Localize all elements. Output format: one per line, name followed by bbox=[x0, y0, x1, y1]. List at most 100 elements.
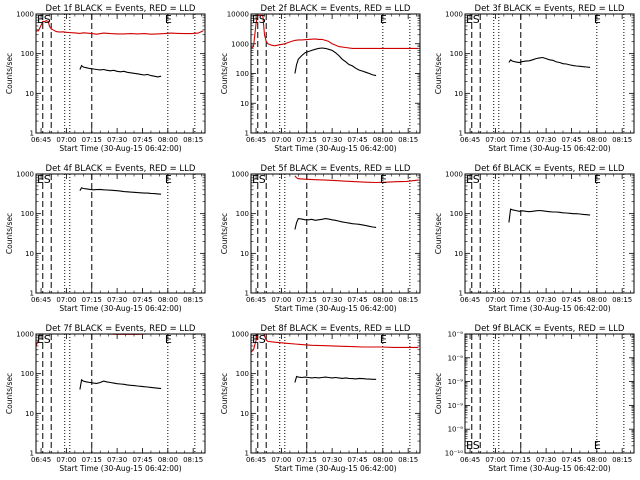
y-tick-label: 100 bbox=[236, 70, 249, 78]
x-axis-label: Start Time (30-Aug-15 06:42:00) bbox=[488, 304, 610, 313]
marker-s: S bbox=[473, 173, 480, 186]
series-red-line bbox=[294, 175, 419, 184]
y-tick-label: 1 bbox=[245, 450, 249, 458]
y-tick-label: 10 bbox=[25, 90, 34, 98]
panel-title: Det 7f BLACK = Events, RED = LLD bbox=[46, 324, 196, 334]
marker-e-start: E bbox=[37, 13, 44, 26]
series-group bbox=[508, 56, 591, 68]
y-tick-label: 1000 bbox=[445, 11, 463, 19]
series-red-line bbox=[251, 334, 419, 353]
series-red-line bbox=[251, 14, 419, 49]
y-tick-label: 100 bbox=[450, 210, 463, 218]
x-tick-label: 08:00 bbox=[158, 296, 178, 304]
y-axis-label: Counts/sec bbox=[220, 373, 229, 414]
plot-frame bbox=[464, 13, 635, 134]
plot-frame bbox=[250, 333, 421, 454]
x-tick-label: 06:45 bbox=[31, 296, 51, 304]
x-tick-label: 07:45 bbox=[132, 136, 152, 144]
x-axis-label: Start Time (30-Aug-15 06:42:00) bbox=[274, 304, 396, 313]
detector-panel-6: Det 6f BLACK = Events, RED = LLD 1 10 100 10… bbox=[434, 164, 635, 313]
x-tick-label: 07:00 bbox=[485, 296, 505, 304]
x-tick-label: 07:30 bbox=[536, 296, 556, 304]
x-tick-label: 07:30 bbox=[107, 136, 127, 144]
y-tick-label: 1 bbox=[30, 290, 34, 298]
x-tick-label: 07:15 bbox=[297, 296, 317, 304]
x-tick-label: 08:00 bbox=[158, 136, 178, 144]
detector-panel-4: Det 4f BLACK = Events, RED = LLD 1 10 100 10… bbox=[5, 164, 206, 313]
x-tick-label: 07:15 bbox=[511, 456, 531, 464]
y-tick-label: 100 bbox=[236, 210, 249, 218]
y-tick-label: 1 bbox=[30, 450, 34, 458]
x-tick-label: 07:30 bbox=[107, 456, 127, 464]
x-tick-label: 08:00 bbox=[587, 136, 607, 144]
series-group bbox=[251, 334, 419, 383]
detector-panel-8: Det 8f BLACK = Events, RED = LLD 1 10 100 10… bbox=[220, 324, 421, 473]
marker-s: S bbox=[44, 173, 51, 186]
x-tick-label: 06:45 bbox=[460, 136, 480, 144]
y-tick-label: 100 bbox=[236, 370, 249, 378]
series-group bbox=[508, 208, 591, 223]
y-tick-label: 1 bbox=[245, 290, 249, 298]
x-tick-label: 07:30 bbox=[322, 296, 342, 304]
series-black-line bbox=[294, 375, 377, 383]
marker-s: S bbox=[44, 333, 51, 346]
x-tick-label: 07:15 bbox=[82, 136, 102, 144]
marker-e-start: E bbox=[37, 333, 44, 346]
panel-title: Det 1f BLACK = Events, RED = LLD bbox=[46, 4, 196, 14]
panel-title: Det 4f BLACK = Events, RED = LLD bbox=[46, 164, 196, 174]
y-tick-label: 1000 bbox=[16, 331, 34, 339]
x-tick-label: 08:00 bbox=[373, 296, 393, 304]
plot-frame bbox=[35, 173, 206, 294]
x-tick-label: 07:45 bbox=[561, 456, 581, 464]
y-axis-label: Counts/sec bbox=[434, 53, 443, 94]
panel-title: Det 9f BLACK = Events, RED = LLD bbox=[475, 324, 625, 334]
series-group bbox=[36, 334, 175, 390]
x-tick-label: 06:45 bbox=[460, 456, 480, 464]
marker-e-end: E bbox=[380, 173, 387, 186]
x-tick-label: 07:15 bbox=[511, 136, 531, 144]
detector-panel-7: Det 7f BLACK = Events, RED = LLD 1 10 100 10… bbox=[5, 324, 206, 473]
detector-panel-3: Det 3f BLACK = Events, RED = LLD 1 10 100 10… bbox=[434, 4, 635, 153]
x-tick-label: 06:45 bbox=[31, 456, 51, 464]
y-tick-label: 100 bbox=[21, 210, 34, 218]
series-black-line bbox=[508, 208, 591, 223]
y-tick-label: 10 bbox=[240, 250, 249, 258]
y-axis-label: Counts/sec bbox=[220, 213, 229, 254]
x-tick-label: 08:15 bbox=[183, 136, 203, 144]
marker-s: S bbox=[259, 173, 266, 186]
x-tick-label: 08:15 bbox=[612, 296, 632, 304]
x-tick-label: 08:15 bbox=[183, 296, 203, 304]
series-group bbox=[251, 14, 419, 77]
y-tick-label: 100 bbox=[21, 50, 34, 58]
series-group bbox=[79, 187, 162, 195]
y-tick-label: 10⁻⁹ bbox=[448, 331, 464, 339]
x-tick-label: 07:00 bbox=[56, 136, 76, 144]
y-tick-label: 1 bbox=[459, 290, 463, 298]
series-black-line bbox=[79, 64, 162, 78]
x-tick-label: 07:30 bbox=[322, 136, 342, 144]
x-axis-label: Start Time (30-Aug-15 06:42:00) bbox=[59, 464, 181, 473]
x-tick-label: 07:15 bbox=[511, 296, 531, 304]
x-tick-label: 08:00 bbox=[373, 456, 393, 464]
x-tick-label: 06:45 bbox=[246, 296, 266, 304]
y-tick-label: 10 bbox=[240, 100, 249, 108]
x-tick-label: 07:45 bbox=[561, 136, 581, 144]
x-tick-label: 06:45 bbox=[460, 296, 480, 304]
series-black-line bbox=[79, 187, 162, 195]
y-tick-label: 100 bbox=[450, 50, 463, 58]
marker-e-end: E bbox=[165, 333, 172, 346]
x-tick-label: 07:15 bbox=[297, 456, 317, 464]
x-axis-label: Start Time (30-Aug-15 06:42:00) bbox=[488, 464, 610, 473]
x-tick-label: 08:00 bbox=[587, 296, 607, 304]
y-tick-label: 1000 bbox=[16, 11, 34, 19]
y-tick-label: 1 bbox=[459, 130, 463, 138]
y-tick-label: 1 bbox=[30, 130, 34, 138]
y-tick-label: 100 bbox=[21, 370, 34, 378]
y-tick-label: 1000 bbox=[231, 40, 249, 48]
series-group bbox=[36, 19, 204, 78]
y-tick-label: 1000 bbox=[231, 331, 249, 339]
marker-e-end: E bbox=[165, 13, 172, 26]
x-axis-label: Start Time (30-Aug-15 06:42:00) bbox=[274, 144, 396, 153]
y-tick-label: 1000 bbox=[16, 171, 34, 179]
detector-panel-9: Det 9f BLACK = Events, RED = LLD 10⁻¹⁰ 10⁻… bbox=[434, 324, 635, 473]
